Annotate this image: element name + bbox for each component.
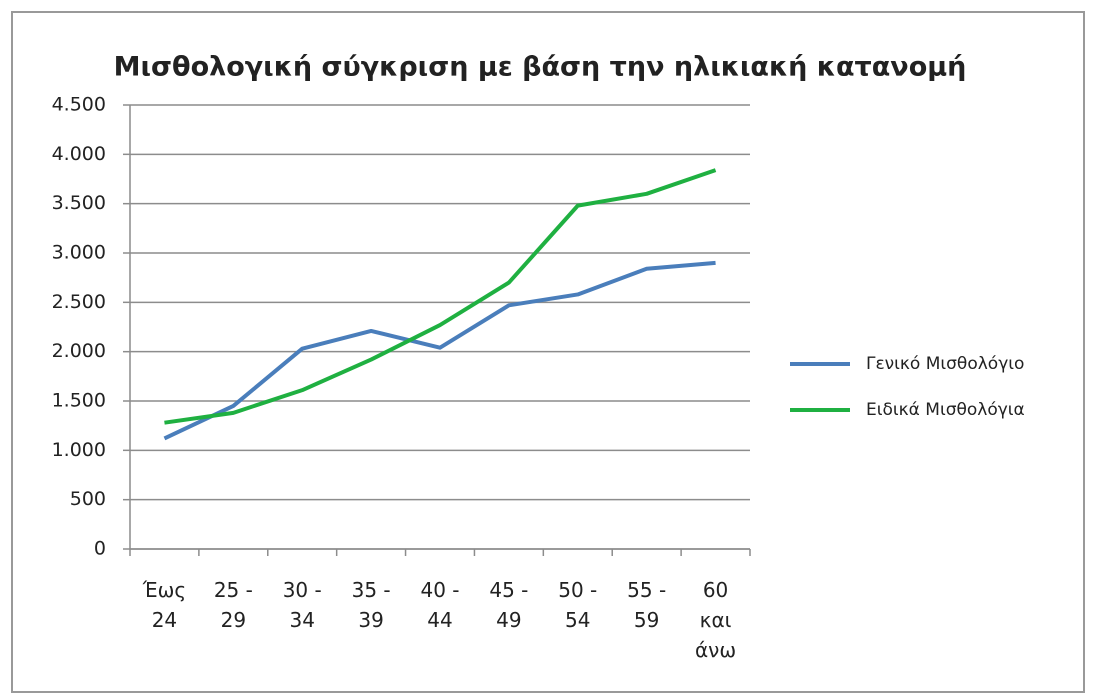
x-tick-label: 35 - 39 xyxy=(351,578,391,632)
y-tick-label: 2.000 xyxy=(52,340,106,362)
y-tick-label: 4.500 xyxy=(52,94,106,116)
x-tick-label: 30 - 34 xyxy=(282,578,322,632)
x-tick-label: 55 - 59 xyxy=(627,578,667,632)
y-tick-label: 4.000 xyxy=(52,143,106,165)
x-tick-label: 40 - 44 xyxy=(420,578,460,632)
x-tick-label: 60 και άνω xyxy=(694,578,737,662)
x-tick-label: 25 - 29 xyxy=(213,578,253,632)
x-tick-label: 50 - 54 xyxy=(558,578,598,632)
y-tick-label: 3.500 xyxy=(52,192,106,214)
chart-title: Μισθολογική σύγκριση με βάση την ηλικιακ… xyxy=(114,52,967,83)
y-tick-label: 1.500 xyxy=(52,390,106,412)
x-tick-label: Έως 24 xyxy=(142,578,187,632)
series-line xyxy=(163,260,716,441)
x-tick-label: 45 - 49 xyxy=(489,578,529,632)
series-line xyxy=(164,168,717,425)
y-tick-label: 500 xyxy=(70,488,106,510)
legend-label: Γενικό Μισθολόγιο xyxy=(866,354,1024,374)
y-tick-label: 0 xyxy=(94,538,106,560)
y-tick-label: 1.000 xyxy=(52,439,106,461)
legend-label: Ειδικά Μισθολόγια xyxy=(866,400,1025,420)
y-tick-label: 2.500 xyxy=(52,291,106,313)
y-tick-label: 3.000 xyxy=(52,242,106,264)
